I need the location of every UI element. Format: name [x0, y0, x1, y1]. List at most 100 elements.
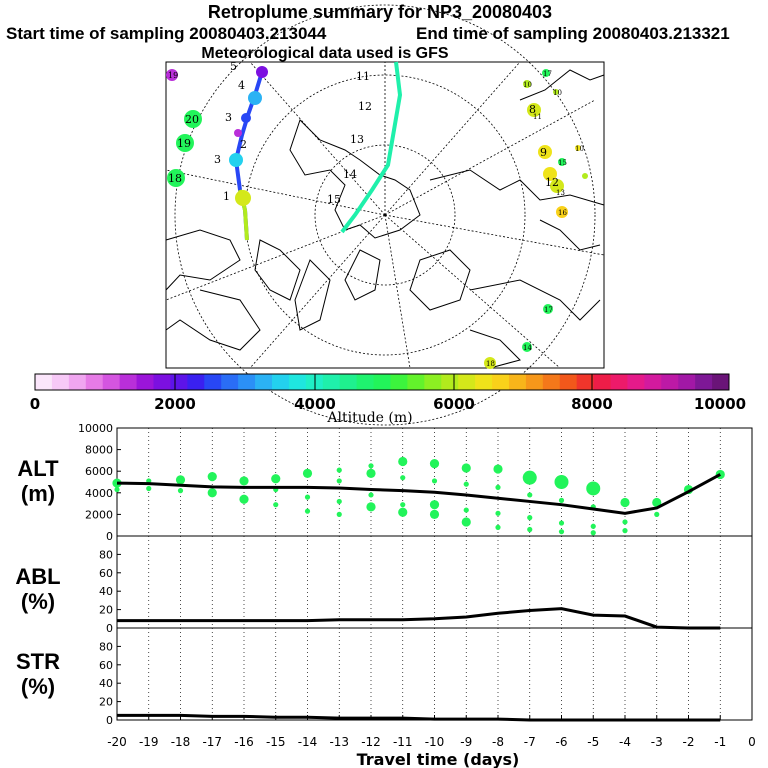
x-tick-label: -16: [234, 735, 254, 749]
x-tick-label: -12: [361, 735, 381, 749]
colorbar-swatch: [136, 374, 154, 390]
scatter-point: [522, 470, 537, 485]
y-tick-label: 40: [99, 585, 113, 598]
x-axis-title: Travel time (days): [357, 750, 520, 768]
y-tick-label: 80: [99, 548, 113, 561]
scatter-point: [495, 484, 501, 490]
scatter-point: [239, 494, 249, 504]
scatter-point: [527, 515, 533, 521]
colorbar-swatch: [356, 374, 375, 390]
scatter-point: [431, 478, 438, 484]
colorbar-swatch: [170, 374, 188, 390]
colorbar-swatch: [542, 374, 561, 390]
scatter-point: [429, 500, 440, 510]
scatter-point: [366, 502, 376, 512]
colorbar-ticks: 0 2000 4000 6000 8000 10000: [30, 395, 746, 413]
y-tick-label: 80: [99, 640, 113, 653]
scatter-point: [114, 486, 120, 493]
traj-a-label: 3: [214, 153, 221, 166]
trajectory-b-line: [340, 61, 403, 234]
cluster-marker: [184, 110, 202, 128]
colorbar-frame: [34, 373, 730, 391]
cluster-label: 18: [486, 360, 495, 368]
traj-a-marker: [235, 190, 251, 206]
cluster-label: 13: [556, 189, 565, 197]
scatter-point: [558, 497, 565, 503]
y-tick-label: 10000: [78, 422, 113, 435]
colorbar-swatch: [441, 374, 459, 390]
cluster-label: 10: [553, 89, 562, 97]
scatter-point: [368, 463, 374, 469]
cluster-label: 17: [543, 70, 552, 78]
traj-a-label: 3: [225, 111, 232, 124]
scatter-point: [554, 475, 569, 489]
colorbar-swatch: [204, 374, 222, 390]
end-time-label: End time of sampling 20080403.213321: [416, 24, 730, 43]
scatter-point: [493, 464, 503, 474]
scatter-point: [146, 485, 152, 492]
x-tick-label: -13: [329, 735, 349, 749]
traj-a-marker: [229, 153, 243, 167]
panel-frame: [116, 535, 753, 629]
cluster-marker: [575, 145, 581, 151]
scatter-point: [336, 511, 342, 517]
colorbar-swatch: [221, 374, 239, 390]
abl-axis-title: ABL (%): [0, 564, 78, 614]
colorbar-swatch: [255, 374, 273, 390]
cluster-labels-left: 19 20 19 18: [168, 71, 199, 185]
x-tick-label: -11: [393, 735, 413, 749]
scatter-point: [495, 510, 501, 516]
x-tick-label: -4: [619, 735, 631, 749]
series-line: [117, 607, 721, 630]
island-coast: [294, 259, 331, 331]
x-tick-label: -8: [492, 735, 504, 749]
scatter-point: [429, 459, 440, 469]
series-line: [117, 713, 721, 722]
scatter-point: [590, 523, 596, 529]
cluster-marker: [522, 342, 532, 352]
meridian: [165, 214, 386, 301]
scatter-point: [622, 519, 628, 525]
y-tick-label: 0: [106, 622, 113, 635]
traj-b-label: 15: [327, 193, 341, 206]
colorbar-swatch: [661, 374, 679, 390]
iceland-coast: [344, 249, 381, 301]
map-coastlines: [165, 69, 605, 369]
scatter-point: [336, 478, 342, 484]
colorbar-swatch: [119, 374, 138, 390]
colorbar-swatch: [627, 374, 645, 390]
russia-coast: [469, 279, 601, 321]
colorbar-tick: 0: [30, 395, 40, 413]
y-tick-label: 4000: [85, 487, 113, 500]
colorbar-swatch: [559, 374, 578, 390]
scatter-point: [336, 498, 342, 505]
scatter-point: [461, 463, 471, 473]
cluster-label: 17: [544, 306, 553, 314]
colorbar-swatch: [51, 374, 70, 390]
x-tick-label: -7: [524, 735, 536, 749]
traj-b-labels: 11 12 13 14 15: [327, 70, 372, 206]
colorbar-swatch: [644, 374, 662, 390]
alt-axis-title: ALT (m): [0, 456, 78, 506]
cluster-marker: [523, 80, 531, 88]
scatter-point: [527, 492, 533, 498]
x-tick-label: -19: [139, 735, 159, 749]
lat-circle-60: [174, 4, 596, 426]
scatter-point: [175, 475, 186, 485]
traj-a-label: 1: [223, 190, 230, 203]
cluster-marker: [558, 158, 566, 166]
panel-frame: [116, 627, 753, 721]
colorbar: [34, 373, 730, 391]
met-data-label: Meteorological data used is GFS: [201, 45, 449, 62]
colorbar-swatch: [610, 374, 628, 390]
europe-coast: [409, 249, 471, 311]
traj-b-label: 12: [358, 100, 372, 113]
colorbar-swatch: [695, 374, 713, 390]
map-panel: 5 4 3 3 2 1 11 12 13 14 15 19 20 19 18: [165, 4, 605, 426]
scatter-point: [302, 468, 313, 478]
colorbar-swatch: [35, 374, 53, 390]
cluster-label: 18: [168, 172, 182, 185]
meridian: [165, 169, 386, 216]
island-coast: [254, 239, 301, 301]
